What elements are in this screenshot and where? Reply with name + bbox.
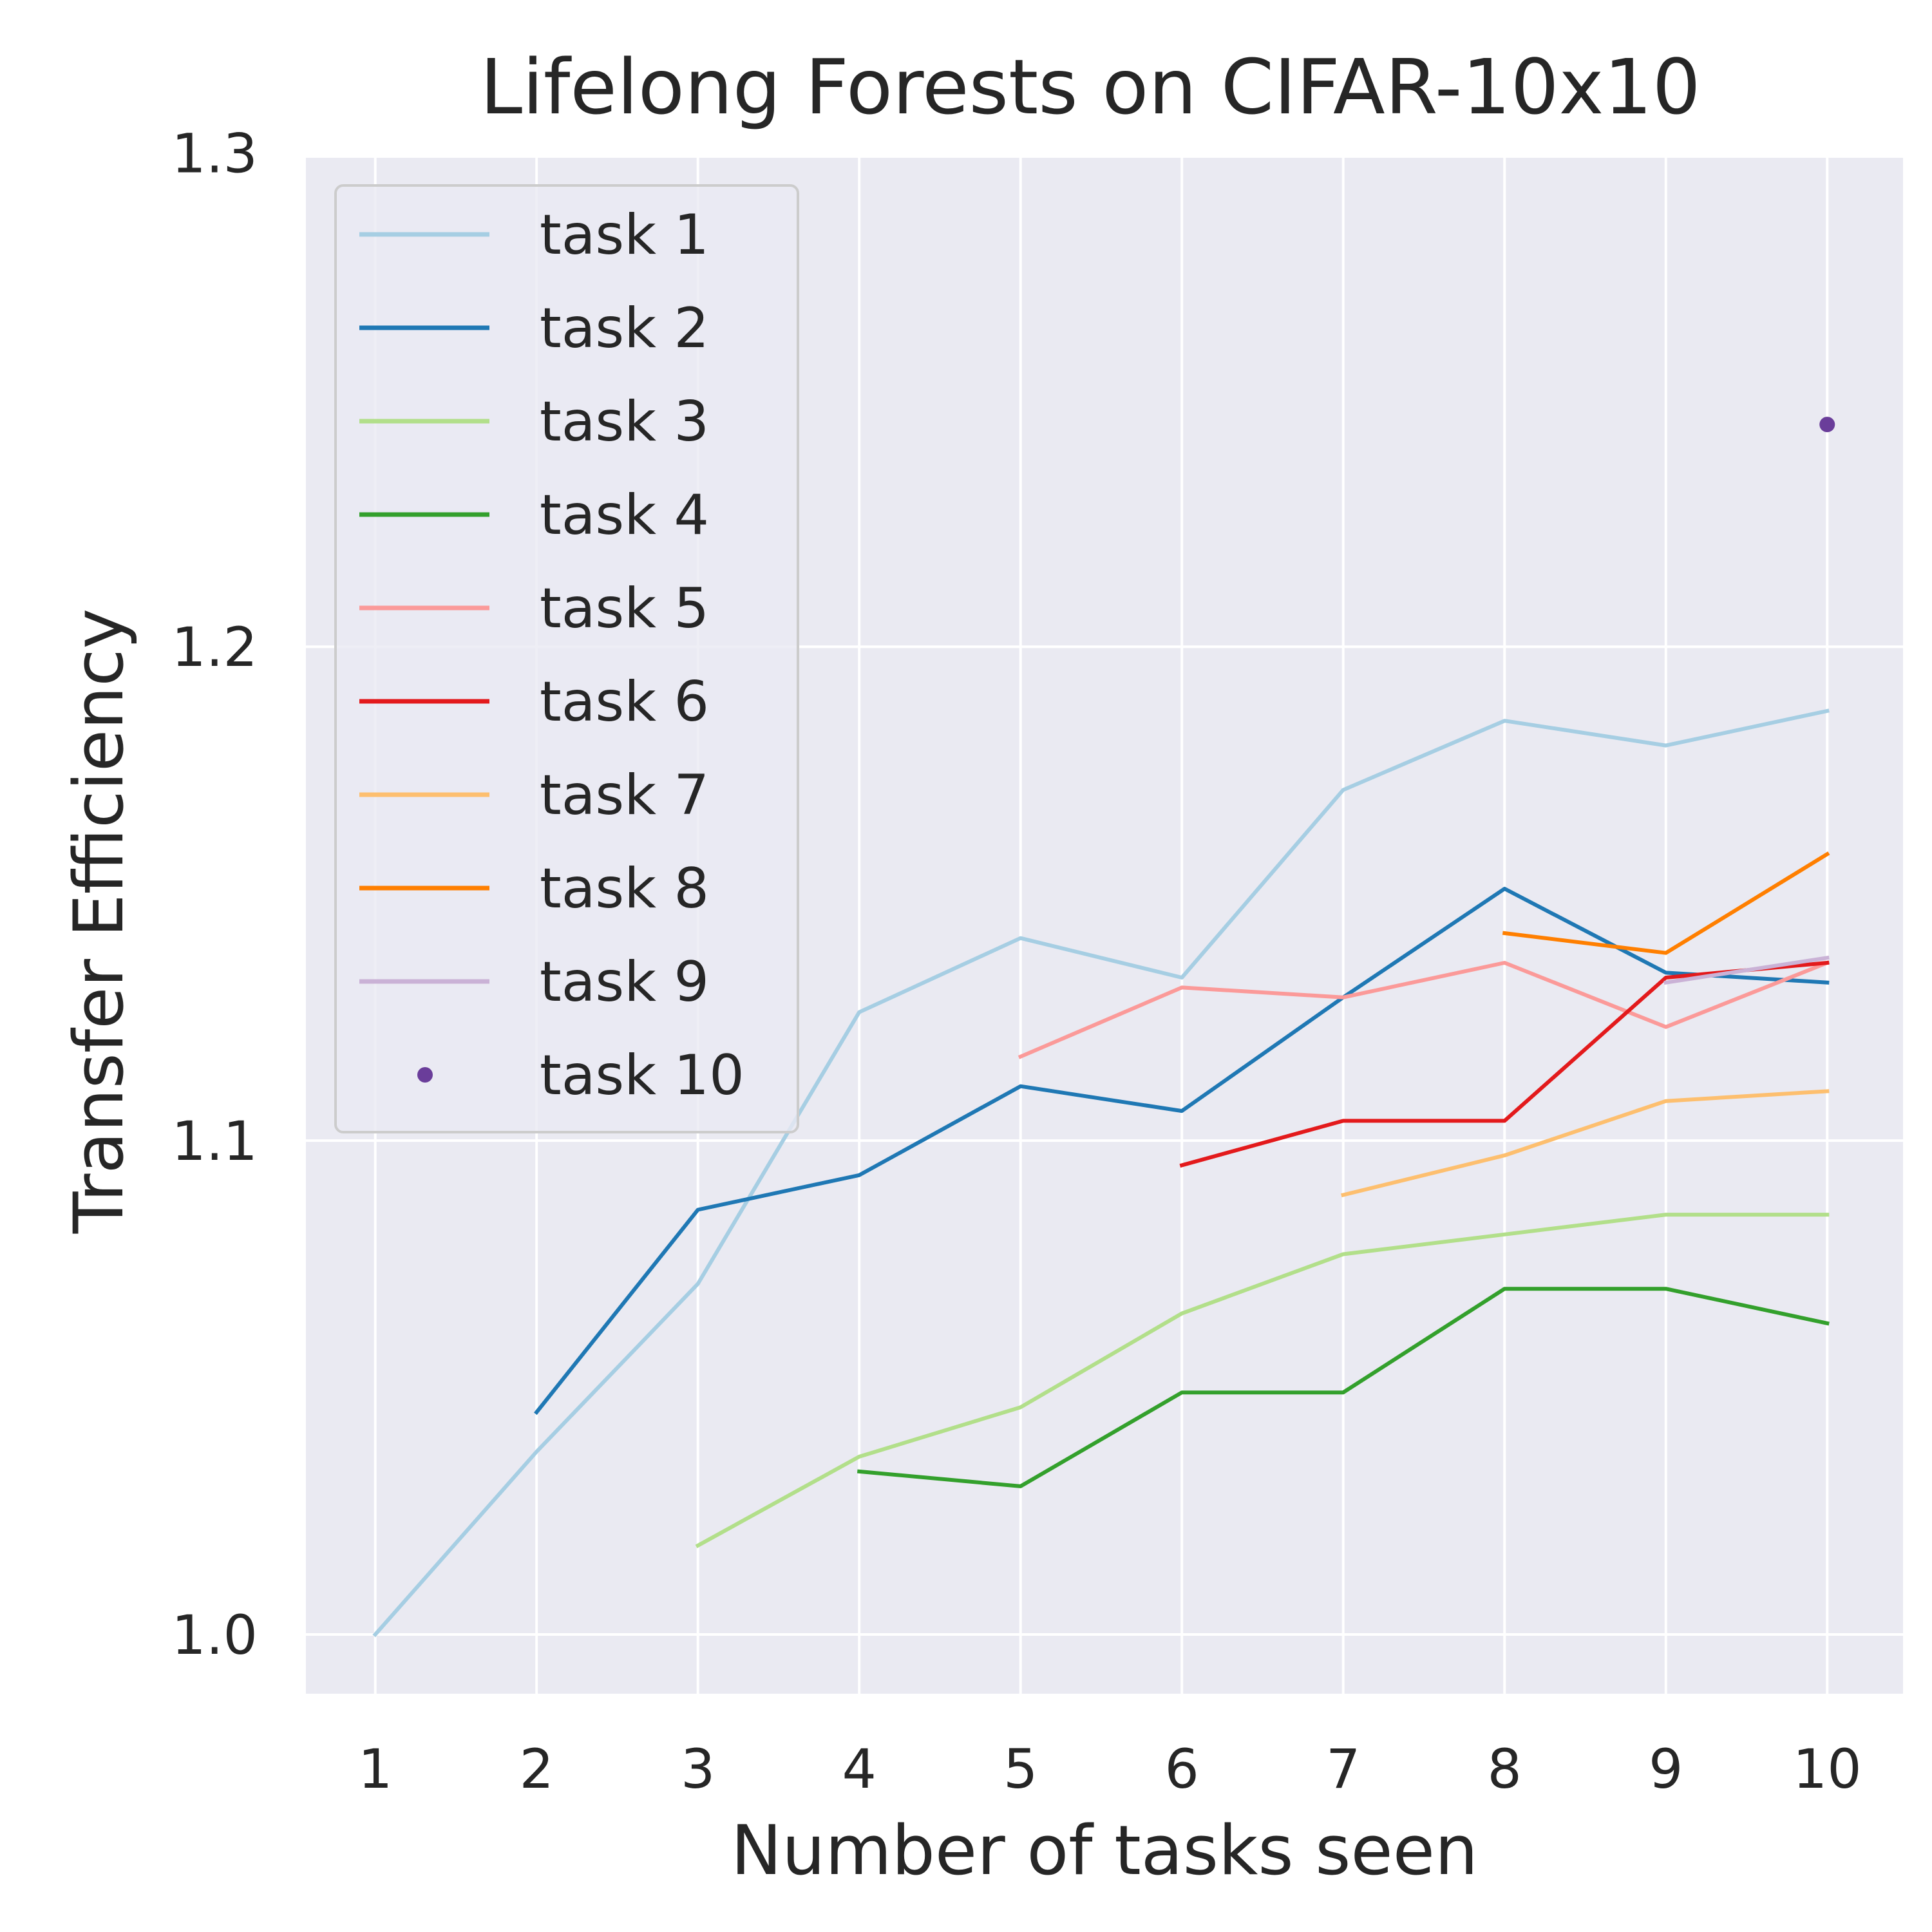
series-9 xyxy=(1663,955,1830,985)
legend-item-2: task 2 xyxy=(359,296,709,361)
series-1-line xyxy=(372,708,1830,1638)
legend-label-8: task 8 xyxy=(540,857,709,921)
legend-item-8: task 8 xyxy=(359,857,709,921)
y-tick-label-0: 1.0 xyxy=(171,1604,258,1667)
y-axis-label: Transfer Efficiency xyxy=(59,609,138,1235)
series-5 xyxy=(1018,960,1830,1059)
x-tick-label-7: 8 xyxy=(1488,1738,1522,1801)
series-10 xyxy=(1819,417,1835,433)
legend-label-4: task 4 xyxy=(540,483,709,547)
series-4 xyxy=(857,1287,1830,1488)
series-3-line xyxy=(695,1213,1830,1548)
series-5-line xyxy=(1018,960,1830,1059)
series-9-line xyxy=(1663,955,1830,985)
x-tick-labels: 1 2 3 4 5 6 7 8 9 10 xyxy=(358,1738,1862,1801)
x-tick-label-2: 3 xyxy=(681,1738,715,1801)
series-8-line xyxy=(1502,851,1830,955)
x-tick-label-1: 2 xyxy=(519,1738,553,1801)
x-tick-label-8: 9 xyxy=(1649,1738,1683,1801)
legend-label-5: task 5 xyxy=(540,576,709,641)
legend-item-4: task 4 xyxy=(359,483,709,547)
legend-item-3: task 3 xyxy=(359,390,709,454)
x-tick-label-3: 4 xyxy=(842,1738,876,1801)
legend-label-3: task 3 xyxy=(540,390,709,454)
series-3 xyxy=(695,1213,1830,1548)
legend-item-10: task 10 xyxy=(417,1043,744,1108)
series-7 xyxy=(1341,1089,1830,1198)
y-tick-label-3: 1.3 xyxy=(171,122,258,185)
chart-title: Lifelong Forests on CIFAR-10x10 xyxy=(480,43,1700,131)
series-group xyxy=(372,417,1835,1638)
series-1 xyxy=(372,708,1830,1638)
legend: task 1 task 2 task 3 task 4 task 5 task 6 task… xyxy=(334,184,799,1133)
legend-marker-10 xyxy=(417,1067,433,1083)
legend-item-7: task 7 xyxy=(359,763,709,828)
legend-item-5: task 5 xyxy=(359,576,709,641)
legend-item-1: task 1 xyxy=(359,203,709,267)
y-tick-label-2: 1.2 xyxy=(171,616,258,679)
series-4-line xyxy=(857,1287,1830,1488)
y-tick-label-1: 1.1 xyxy=(171,1110,258,1173)
series-10-point-0 xyxy=(1819,417,1835,433)
series-8 xyxy=(1502,851,1830,955)
y-tick-labels: 1.0 1.1 1.2 1.3 xyxy=(171,122,258,1667)
legend-label-10: task 10 xyxy=(540,1043,744,1108)
x-tick-label-0: 1 xyxy=(358,1738,392,1801)
legend-label-2: task 2 xyxy=(540,296,709,361)
x-axis-label: Number of tasks seen xyxy=(731,1811,1478,1890)
x-tick-label-5: 6 xyxy=(1165,1738,1199,1801)
legend-item-9: task 9 xyxy=(359,950,709,1014)
x-tick-label-4: 5 xyxy=(1003,1738,1037,1801)
legend-label-6: task 6 xyxy=(540,670,709,734)
legend-label-9: task 9 xyxy=(540,950,709,1014)
legend-label-1: task 1 xyxy=(540,203,709,267)
x-tick-label-6: 7 xyxy=(1326,1738,1360,1801)
x-tick-label-9: 10 xyxy=(1793,1738,1862,1801)
legend-label-7: task 7 xyxy=(540,763,709,828)
series-7-line xyxy=(1341,1089,1830,1198)
legend-item-6: task 6 xyxy=(359,670,709,734)
